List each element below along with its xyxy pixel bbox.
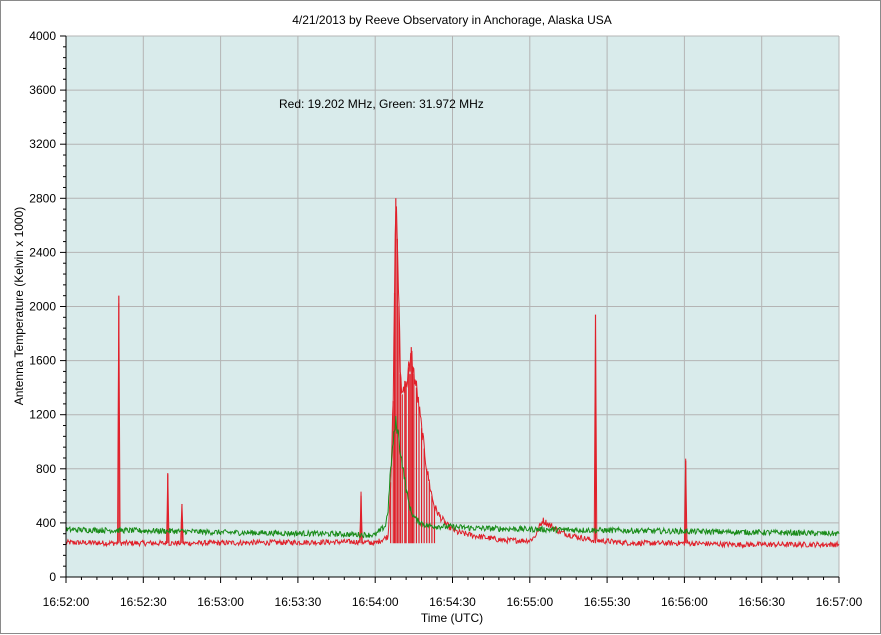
chart-title: 4/21/2013 by Reeve Observatory in Anchor…	[292, 13, 612, 27]
series-line-green	[65, 415, 840, 539]
y-tick-label: 3200	[29, 137, 56, 151]
y-axis-label: Antenna Temperature (Kelvin x 1000)	[12, 207, 26, 406]
x-tick-label: 16:55:30	[584, 595, 631, 609]
x-tick-label: 16:55:00	[506, 595, 553, 609]
x-tick-label: 16:56:00	[661, 595, 708, 609]
x-tick-label: 16:52:00	[43, 595, 90, 609]
y-tick-label: 400	[36, 516, 56, 530]
y-tick-label: 2000	[29, 300, 56, 314]
y-tick-label: 2800	[29, 191, 56, 205]
x-tick-label: 16:54:00	[352, 595, 399, 609]
x-tick-label: 16:57:00	[816, 595, 863, 609]
y-tick-labels: 0 400 800 1200 1600 2000 2400 2800 3200 3600 4000	[29, 29, 56, 584]
x-tick-label: 16:53:30	[275, 595, 322, 609]
x-tick-label: 16:52:30	[120, 595, 167, 609]
y-tick-label: 2400	[29, 245, 56, 259]
series-group	[65, 198, 840, 550]
grid	[65, 35, 840, 578]
x-tick-label: 16:56:30	[738, 595, 785, 609]
y-tick-label: 1200	[29, 408, 56, 422]
y-tick-label: 1600	[29, 354, 56, 368]
y-tick-label: 800	[36, 462, 56, 476]
x-tick-label: 16:54:30	[429, 595, 476, 609]
y-tick-label: 4000	[29, 29, 56, 43]
x-axis-label: Time (UTC)	[421, 611, 483, 625]
x-tick-label: 16:53:00	[197, 595, 244, 609]
x-tick-labels: 16:52:00 16:52:30 16:53:00 16:53:30 16:54:00…	[43, 595, 863, 609]
y-tick-label: 0	[49, 570, 56, 584]
y-tick-label: 3600	[29, 83, 56, 97]
axes	[60, 35, 840, 583]
frequency-annotation: Red: 19.202 MHz, Green: 31.972 MHz	[279, 97, 484, 111]
